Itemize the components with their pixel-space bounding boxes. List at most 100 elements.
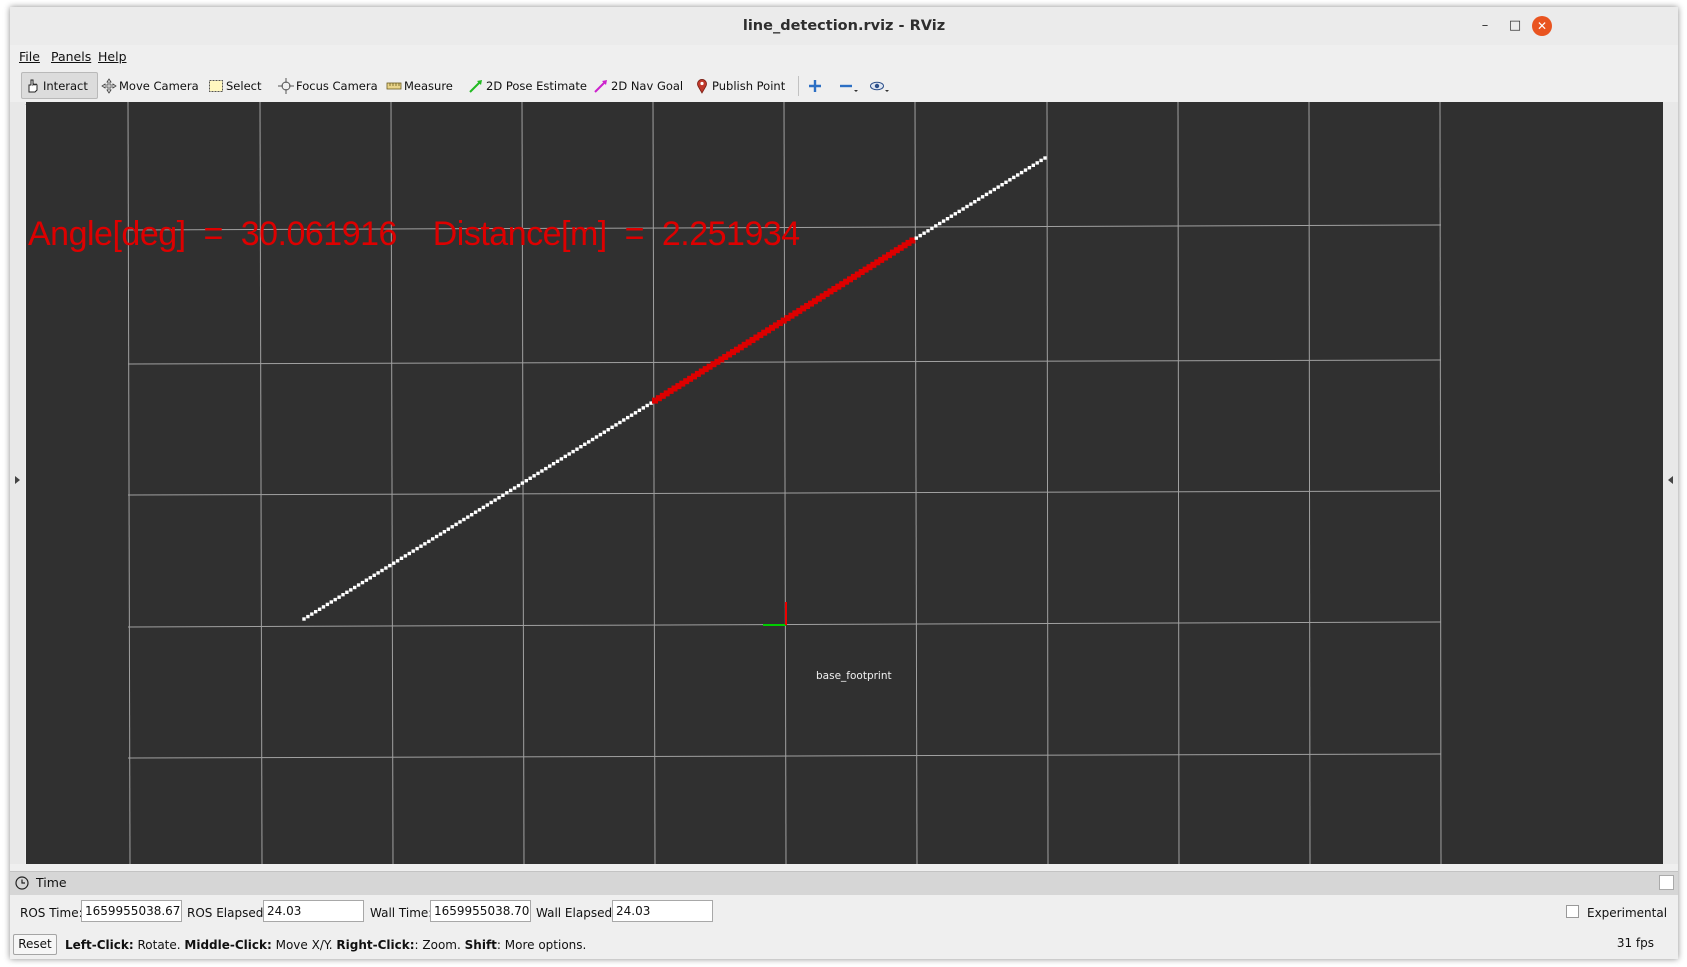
scan-point [1012,175,1016,180]
grid-line-vertical [1046,102,1049,864]
scan-point [590,437,595,442]
help-shift: Shift [464,938,497,952]
time-panel-title: Time [36,875,67,890]
detected-line-point [878,256,885,263]
help-middle-action: Move X/Y. [271,938,337,952]
green-arrow-icon [469,79,482,93]
scan-point [1027,166,1032,170]
detected-line-point [780,317,787,324]
tool-interact-label: Interact [43,78,88,93]
scan-point [325,602,330,607]
scan-point [622,418,626,422]
add-tool-icon [809,79,821,92]
scan-point [965,204,969,209]
detected-line-point [823,290,830,297]
detected-line-point [788,312,795,319]
detected-line-point [765,327,772,334]
tool-2d-nav-goal[interactable]: 2D Nav Goal [593,72,683,99]
scan-point [497,496,501,500]
close-icon[interactable]: ✕ [1532,16,1552,36]
scan-point [302,617,306,621]
grid-line-horizontal [127,753,1442,759]
ros-elapsed-field[interactable]: 24.03 [263,900,364,922]
scan-point [598,432,603,437]
grid-line-vertical [652,102,656,864]
laser-scan-points [302,156,1047,621]
scan-point [957,209,961,214]
select-box-icon [209,79,223,92]
scan-point [594,435,599,439]
scan-point [427,539,431,544]
3d-viewport[interactable]: Angle[deg] = 30.061916 Distance[m] = 2.2… [26,102,1663,864]
grid [127,102,1442,864]
scan-point [349,588,353,592]
scan-point [380,568,384,573]
wall-time-label: Wall Time: [370,906,433,920]
tool-focus-camera[interactable]: Focus Camera [278,72,378,99]
scan-point [1008,178,1012,182]
detected-line-point [835,283,842,290]
scan-point [969,202,973,206]
scan-point [392,561,396,565]
menu-panels-label: Panels [51,49,92,64]
detected-line-point [671,385,678,392]
focus-camera-icon [278,77,294,94]
scan-point [395,559,400,563]
tool-interact[interactable]: Interact [21,72,98,99]
scan-point [914,236,918,240]
wall-elapsed-field[interactable]: 24.03 [612,900,713,922]
scan-point [473,510,478,514]
tool-move-camera-label: Move Camera [119,78,199,93]
wall-time-field[interactable]: 1659955038.70 [430,900,531,922]
detected-line-point [831,286,838,292]
scan-point [477,508,482,512]
menu-help[interactable]: Help [98,49,127,64]
detected-line-point [804,303,811,309]
maximize-icon[interactable]: □ [1508,18,1522,33]
detected-line-point [652,397,658,404]
detected-line-point [698,368,705,375]
detected-line-point [737,344,744,351]
detected-line-point [905,239,912,246]
add-tool-button[interactable] [807,72,825,99]
remove-tool-button[interactable] [838,72,862,99]
experimental-checkbox[interactable] [1566,905,1579,918]
grid-line-vertical [914,102,918,864]
scan-point [419,544,423,548]
tool-measure[interactable]: Measure [386,72,453,99]
detected-line-point [733,346,740,353]
detected-line-point [757,332,764,339]
ros-time-field[interactable]: 1659955038.67 [81,900,182,922]
scan-point [446,527,450,531]
tool-select[interactable]: Select [208,72,261,99]
wall-elapsed-label: Wall Elapsed: [536,906,617,920]
detected-line-point [889,249,896,256]
menu-panels[interactable]: Panels [51,49,91,64]
menu-file[interactable]: File [19,49,40,64]
scan-point [431,537,435,541]
right-dock-handle[interactable] [1663,102,1678,864]
view-menu-button[interactable] [869,72,893,99]
minimize-icon[interactable]: – [1481,18,1489,33]
scan-point [450,525,454,529]
scan-point [996,185,1000,189]
scan-point [458,520,462,524]
scan-point [470,513,474,517]
grid-line-vertical [1439,102,1442,864]
reset-button[interactable]: Reset [13,934,57,955]
detected-line-point [893,247,900,254]
detected-line-point [772,322,779,329]
tool-move-camera[interactable]: Move Camera [101,72,199,99]
tool-publish-point[interactable]: Publish Point [694,72,785,99]
tool-bar: Interact Move Camera Select Focus Camera… [10,68,1678,105]
undock-panel-button[interactable] [1659,875,1674,890]
left-dock-handle[interactable] [10,102,25,864]
detected-line-point [691,373,697,380]
scan-point [918,233,922,238]
detected-line-point [761,329,768,336]
grid-line-horizontal [127,224,1442,231]
tool-2d-pose-estimate[interactable]: 2D Pose Estimate [468,72,587,99]
scan-point [575,447,579,451]
scan-point [992,187,996,192]
scan-point [415,546,419,551]
